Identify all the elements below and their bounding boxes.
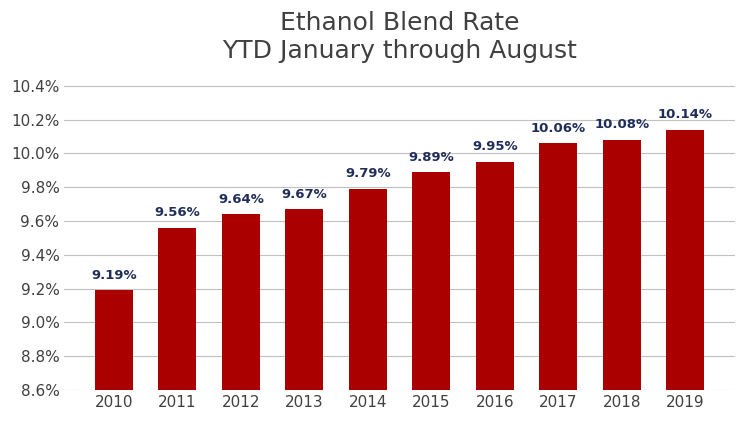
Text: 9.56%: 9.56% [154,206,200,219]
Text: 9.64%: 9.64% [218,193,264,206]
Text: 9.89%: 9.89% [409,151,454,163]
Bar [539,143,577,421]
Bar [476,162,514,421]
Bar [603,140,641,421]
Text: 9.79%: 9.79% [345,168,391,181]
Bar [95,290,133,421]
Bar [158,228,196,421]
Bar [222,214,260,421]
Text: 9.67%: 9.67% [281,188,327,201]
Title: Ethanol Blend Rate
YTD January through August: Ethanol Blend Rate YTD January through A… [222,11,577,63]
Text: 10.06%: 10.06% [531,122,586,135]
Bar [349,189,387,421]
Text: 9.95%: 9.95% [472,141,518,153]
Text: 10.08%: 10.08% [595,118,650,131]
Bar [413,172,451,421]
Text: 9.19%: 9.19% [91,269,137,282]
Text: 10.14%: 10.14% [658,108,713,121]
Bar [666,130,704,421]
Bar [285,209,324,421]
